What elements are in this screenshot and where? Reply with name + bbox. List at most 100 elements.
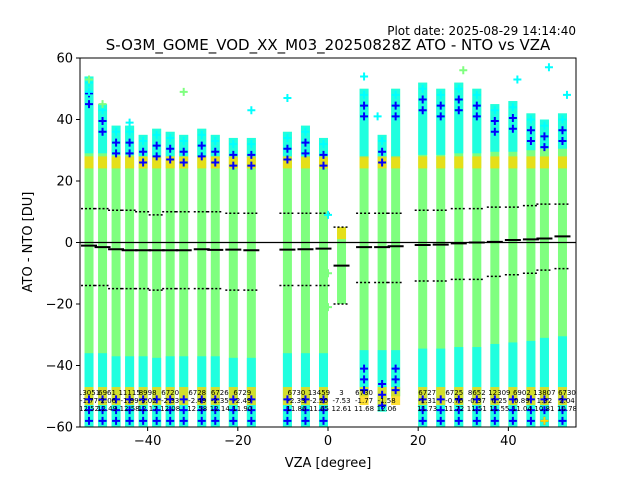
column-stat-line: -7.53 bbox=[332, 397, 350, 405]
sparse-point bbox=[418, 95, 427, 104]
column-stat-label: 3 -7.53 12.61 bbox=[332, 389, 352, 413]
sparse-point bbox=[247, 416, 256, 425]
sparse-point bbox=[283, 155, 292, 164]
column-stat-label: 6729 -2.49 11.90 bbox=[232, 389, 252, 413]
sparse-point bbox=[508, 113, 517, 122]
sparse-point bbox=[558, 416, 567, 425]
mid-density-bottom bbox=[539, 337, 549, 427]
sparse-point bbox=[139, 416, 148, 425]
sparse-point bbox=[436, 90, 445, 99]
sparse-point bbox=[472, 406, 481, 415]
vza-bin-2 bbox=[108, 125, 125, 427]
warm-patch bbox=[197, 156, 207, 169]
column-stat-line: -1.77 bbox=[355, 397, 373, 405]
column-stat-line: 6961 bbox=[98, 389, 116, 397]
column-stat-line: 1.32 bbox=[537, 397, 553, 405]
mid-density-top bbox=[418, 82, 428, 155]
sparse-point bbox=[418, 106, 427, 115]
sparse-point bbox=[152, 130, 161, 139]
density-column bbox=[300, 125, 310, 427]
sparse-point bbox=[378, 379, 387, 388]
sparse-point bbox=[112, 406, 121, 415]
column-stat-line: 0.25 bbox=[492, 397, 508, 405]
sparse-point bbox=[301, 395, 310, 404]
y-tick-label: −40 bbox=[46, 359, 73, 374]
sparse-point bbox=[139, 137, 148, 146]
sparse-point bbox=[526, 395, 535, 404]
vza-bin-17 bbox=[374, 134, 391, 412]
sparse-point bbox=[301, 406, 310, 415]
vza-bin-9 bbox=[207, 134, 224, 427]
column-stat-line: 13807 bbox=[533, 389, 555, 397]
density-column bbox=[377, 134, 387, 412]
sparse-point bbox=[360, 386, 369, 395]
column-stat-line: 13459 bbox=[308, 389, 330, 397]
y-axis: −60 −40 −20 0 20 40 60 bbox=[46, 52, 80, 436]
sparse-point bbox=[454, 406, 463, 415]
sparse-point bbox=[540, 121, 549, 130]
sparse-point bbox=[391, 364, 400, 373]
sparse-point bbox=[98, 416, 107, 425]
warm-patch bbox=[418, 156, 428, 169]
column-stat-line: -1.31 bbox=[418, 397, 436, 405]
column-stat-line: 12309 bbox=[488, 389, 510, 397]
density-column bbox=[418, 82, 428, 427]
column-stat-label: 6727 -1.31 11.73 bbox=[417, 389, 437, 413]
sparse-point bbox=[139, 147, 148, 156]
sparse-point bbox=[508, 103, 517, 112]
sparse-point bbox=[526, 137, 535, 146]
column-stat-line: 13051 bbox=[78, 389, 100, 397]
column-stat-line: 6730 bbox=[355, 389, 373, 397]
column-stat-line: 12.06 bbox=[377, 405, 398, 413]
warm-patch bbox=[111, 156, 121, 169]
sparse-point bbox=[152, 141, 161, 150]
mid-density-bottom bbox=[508, 342, 518, 427]
density-column bbox=[472, 88, 482, 427]
warm-patch bbox=[152, 156, 162, 169]
sparse-point bbox=[179, 158, 188, 167]
vza-bin-18 bbox=[387, 88, 404, 406]
sparse-point bbox=[454, 416, 463, 425]
sparse-point bbox=[85, 395, 94, 404]
sparse-point bbox=[211, 395, 220, 404]
sparse-point bbox=[197, 141, 206, 150]
warm-patch bbox=[436, 156, 446, 169]
y-tick-label: 40 bbox=[56, 113, 73, 128]
sparse-point bbox=[526, 126, 535, 135]
sparse-point bbox=[558, 137, 567, 146]
x-tick-label: −40 bbox=[134, 434, 161, 449]
column-stat-line: 3 bbox=[339, 389, 343, 397]
sparse-point bbox=[472, 112, 481, 121]
sparse-point bbox=[125, 149, 134, 158]
sparse-point bbox=[211, 158, 220, 167]
column-stat-line: 11.65 bbox=[309, 405, 329, 413]
sparse-point bbox=[98, 127, 107, 136]
vza-bin-0 bbox=[81, 76, 98, 427]
sparse-point bbox=[454, 106, 463, 115]
density-column bbox=[454, 82, 464, 427]
sparse-point bbox=[508, 406, 517, 415]
sparse-point bbox=[391, 112, 400, 121]
column-stat-line: 6725 bbox=[445, 389, 463, 397]
sparse-point bbox=[125, 416, 134, 425]
sparse-point bbox=[490, 406, 499, 415]
density-column bbox=[526, 113, 536, 427]
column-stat-line: 6730 bbox=[288, 389, 306, 397]
warm-patch bbox=[508, 156, 518, 169]
y-tick-label: −20 bbox=[46, 298, 73, 313]
sparse-point bbox=[508, 124, 517, 133]
warm-patch bbox=[98, 156, 108, 169]
vza-bin-12 bbox=[279, 131, 296, 427]
sparse-point bbox=[247, 161, 256, 170]
sparse-point bbox=[166, 144, 175, 153]
sparse-point bbox=[283, 133, 292, 142]
sparse-point bbox=[166, 155, 175, 164]
warm-patch bbox=[490, 156, 500, 169]
column-stat-label: 6720 -2.33 12.08 bbox=[160, 389, 180, 413]
column-stat-line: 10.78 bbox=[557, 405, 577, 413]
column-stat-line: -1.58 bbox=[378, 397, 396, 405]
mid-density-bottom bbox=[526, 340, 536, 427]
density-column bbox=[98, 104, 108, 427]
sparse-point bbox=[85, 416, 94, 425]
